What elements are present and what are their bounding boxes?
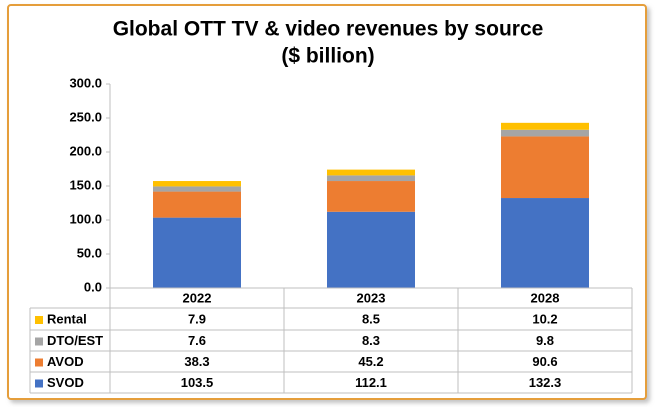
table-value: 45.2 xyxy=(358,354,383,369)
y-tick-label: 150.0 xyxy=(69,177,102,192)
legend-swatch xyxy=(35,337,43,346)
bar-segment xyxy=(501,122,589,130)
legend-swatch xyxy=(35,316,43,324)
chart-subtitle: ($ billion) xyxy=(281,45,374,68)
table-value: 10.2 xyxy=(532,311,557,326)
bar-segment xyxy=(327,181,415,212)
bar-segment xyxy=(153,181,241,187)
table-value: 8.5 xyxy=(362,311,380,326)
table-value: 8.3 xyxy=(362,333,380,348)
legend-label: Rental xyxy=(47,311,87,326)
table-value: 7.6 xyxy=(188,333,206,348)
table-value: 38.3 xyxy=(184,354,209,369)
x-tick-label: 2028 xyxy=(531,290,560,305)
legend-swatch xyxy=(35,379,43,388)
x-tick-label: 2022 xyxy=(183,290,212,305)
legend-swatch xyxy=(35,358,43,367)
legend-label: AVOD xyxy=(47,354,84,369)
chart-title: Global OTT TV & video revenues by source xyxy=(113,18,544,41)
bar-segment xyxy=(501,129,589,137)
table-value: 103.5 xyxy=(181,375,214,390)
bar-segment xyxy=(327,169,415,176)
table-value: 90.6 xyxy=(532,354,557,369)
y-tick-label: 100.0 xyxy=(69,211,102,226)
y-tick-label: 0.0 xyxy=(84,279,102,294)
bar-segment xyxy=(153,191,241,218)
table-value: 7.9 xyxy=(188,311,206,326)
y-tick-label: 200.0 xyxy=(69,143,102,158)
bar-segment xyxy=(327,211,415,288)
table-value: 132.3 xyxy=(529,375,562,390)
table-value: 9.8 xyxy=(536,333,554,348)
x-tick-label: 2023 xyxy=(357,290,386,305)
bar-segment xyxy=(501,198,589,288)
table-value: 112.1 xyxy=(355,375,387,390)
legend-label: SVOD xyxy=(47,375,84,390)
legend-label: DTO/EST xyxy=(47,333,103,348)
bar-segment xyxy=(153,186,241,192)
y-tick-label: 250.0 xyxy=(69,109,102,124)
bar-segment xyxy=(327,175,415,182)
bar-segment xyxy=(501,136,589,199)
y-tick-label: 50.0 xyxy=(77,245,102,260)
y-tick-label: 300.0 xyxy=(69,75,102,90)
bar-segment xyxy=(153,217,241,288)
